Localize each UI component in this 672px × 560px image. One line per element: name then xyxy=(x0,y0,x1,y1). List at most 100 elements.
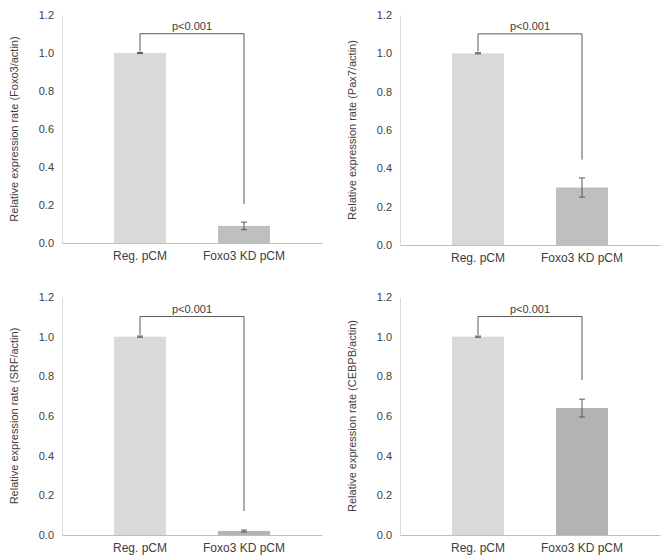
y-tick-label: 1.0 xyxy=(39,331,54,343)
error-bar xyxy=(579,399,585,417)
y-tick-label: 0.4 xyxy=(39,161,54,173)
x-tick: Foxo3 KD pCM xyxy=(541,245,623,265)
error-bar xyxy=(241,530,247,532)
y-tick: 0.4 xyxy=(377,450,400,462)
y-tick: 0.2 xyxy=(377,201,400,213)
y-tick: 0.6 xyxy=(377,410,400,422)
x-tick: Reg. pCM xyxy=(451,245,505,265)
y-tick: 0.8 xyxy=(377,370,400,382)
y-tick: 1.2 xyxy=(377,9,400,21)
x-axis-line xyxy=(401,245,661,246)
error-cap xyxy=(579,197,585,198)
error-bar xyxy=(137,336,143,337)
error-cap xyxy=(579,177,585,178)
x-tick-label: Foxo3 KD pCM xyxy=(203,249,285,263)
y-tick-label: 0.8 xyxy=(377,86,392,98)
y-tick: 0.6 xyxy=(39,410,62,422)
y-axis-title: Relative expression rate (Foxo3/actin) xyxy=(8,36,20,221)
y-tick-label: 0.4 xyxy=(377,162,392,174)
y-tick: 0.0 xyxy=(377,239,400,251)
error-cap xyxy=(137,336,143,337)
y-axis-line xyxy=(62,16,63,244)
y-tick-label: 0.2 xyxy=(377,201,392,213)
y-tick: 0.2 xyxy=(39,489,62,501)
plot-area xyxy=(114,52,270,243)
x-tick-label: Foxo3 KD pCM xyxy=(541,251,623,265)
y-tick-label: 0.0 xyxy=(377,529,392,541)
error-bar xyxy=(579,178,585,197)
figure: 0.0 0.2 0.4 0.6 0.8 1.0 1.2 Reg. pCM Foxo3 KD pC… xyxy=(0,0,672,560)
y-tick: 1.0 xyxy=(39,47,62,59)
annotation: p<0.001 xyxy=(172,303,212,315)
x-axis: Reg. pCM Foxo3 KD pCM xyxy=(401,245,661,265)
y-tick: 1.2 xyxy=(39,291,62,303)
y-tick-label: 1.2 xyxy=(39,9,54,21)
bar xyxy=(114,53,166,243)
x-axis: Reg. pCM Foxo3 KD pCM xyxy=(63,535,323,555)
y-tick: 0.6 xyxy=(377,124,400,136)
y-tick-label: 0.2 xyxy=(377,489,392,501)
error-bar xyxy=(137,52,143,53)
panel: 0.0 0.2 0.4 0.6 0.8 1.0 1.2 Reg. pCM Foxo3 KD pC… xyxy=(346,9,661,265)
x-axis-line xyxy=(63,535,323,536)
x-axis-line xyxy=(401,535,661,536)
y-tick-label: 0.2 xyxy=(39,199,54,211)
y-axis: 0.00.20.40.60.81.01.2 xyxy=(39,9,63,249)
x-tick: Reg. pCM xyxy=(451,535,505,555)
bar xyxy=(114,337,166,535)
y-tick-label: 0.6 xyxy=(377,410,392,422)
error-bar xyxy=(475,336,481,337)
significance-bracket xyxy=(140,34,244,204)
y-tick: 1.0 xyxy=(377,331,400,343)
y-tick: 0.4 xyxy=(39,161,62,173)
plot-area xyxy=(114,336,270,535)
y-tick: 0.2 xyxy=(39,199,62,211)
panel: 0.0 0.2 0.4 0.6 0.8 1.0 1.2 Reg. pCM Foxo3 KD pC… xyxy=(8,291,323,555)
bar xyxy=(452,53,504,245)
y-tick-label: 0.8 xyxy=(377,370,392,382)
error-cap xyxy=(241,222,247,223)
y-axis-line xyxy=(400,16,401,246)
x-tick-label: Reg. pCM xyxy=(113,541,167,555)
y-tick: 0.2 xyxy=(377,489,400,501)
y-axis-title: Relative expression rate (SRF/actin) xyxy=(8,328,20,505)
y-tick: 0.0 xyxy=(377,529,400,541)
bar xyxy=(218,531,270,535)
error-stem xyxy=(582,399,583,417)
error-cap xyxy=(579,399,585,400)
x-axis: Reg. pCM Foxo3 KD pCM xyxy=(401,535,661,555)
y-tick: 0.8 xyxy=(377,86,400,98)
y-tick-label: 0.0 xyxy=(39,237,54,249)
y-tick: 0.4 xyxy=(39,450,62,462)
bar xyxy=(452,337,504,535)
y-axis: 0.0 0.2 0.4 0.6 0.8 1.0 1.2 xyxy=(377,9,401,251)
y-tick: 0.0 xyxy=(39,237,62,249)
y-tick-label: 0.0 xyxy=(39,529,54,541)
y-tick-label: 1.0 xyxy=(377,47,392,59)
y-tick-label: 0.4 xyxy=(377,450,392,462)
error-bar xyxy=(241,222,247,230)
x-tick: Reg. pCM xyxy=(113,535,167,555)
error-cap xyxy=(241,532,247,533)
y-tick-label: 0.8 xyxy=(39,370,54,382)
error-cap xyxy=(241,530,247,531)
significance-bracket xyxy=(478,34,582,160)
x-tick-label: Reg. pCM xyxy=(451,541,505,555)
error-bar xyxy=(475,53,481,54)
x-tick-label: Foxo3 KD pCM xyxy=(203,541,285,555)
error-cap xyxy=(579,416,585,417)
error-cap xyxy=(475,336,481,337)
y-tick-label: 0.6 xyxy=(39,123,54,135)
plot-area xyxy=(452,336,608,535)
error-stem xyxy=(244,222,245,230)
error-cap xyxy=(475,337,481,338)
x-axis-line xyxy=(63,243,323,244)
y-axis: 0.0 0.2 0.4 0.6 0.8 1.0 1.2 xyxy=(39,291,63,541)
panel: 0.00.20.40.60.81.01.2Reg. pCMFoxo3 KD pC… xyxy=(8,9,323,263)
x-tick-label: Reg. pCM xyxy=(451,251,505,265)
annotation: p<0.001 xyxy=(172,20,212,32)
x-tick: Foxo3 KD pCM xyxy=(203,243,285,263)
x-tick: Foxo3 KD pCM xyxy=(541,535,623,555)
error-cap xyxy=(137,53,143,54)
y-axis-line xyxy=(62,298,63,536)
